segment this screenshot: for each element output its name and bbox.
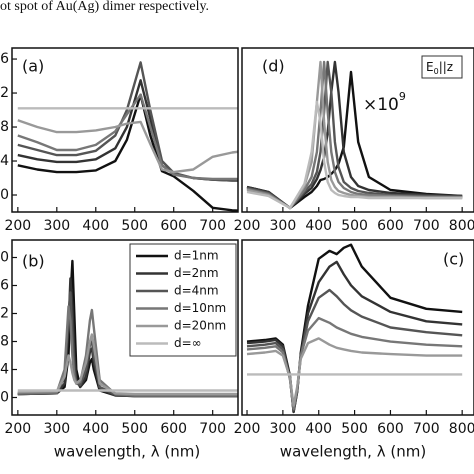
x-tick-label: 400: [305, 218, 332, 234]
curves: [246, 60, 463, 210]
line-series: [246, 100, 463, 210]
y-tick-label: 4: [0, 153, 9, 169]
x-tick-label: 200: [4, 421, 31, 437]
annotation: ×109: [363, 90, 406, 115]
panel-label: (a): [22, 57, 44, 76]
line-series: [246, 316, 463, 410]
x-tick-label: 600: [160, 218, 187, 234]
y-tick-label: 0: [0, 187, 9, 203]
line-series: [17, 333, 238, 396]
annotation-base: ×10: [363, 95, 399, 115]
y-tick-label: 8: [0, 119, 9, 135]
x-tick-label: 200: [234, 421, 261, 437]
line-series: [246, 60, 463, 210]
x-tick-label: 800: [449, 218, 474, 234]
x-tick-label: 300: [43, 421, 70, 437]
panel: 200 300 400 500 600 700 800 (d) ×109 E0||z: [234, 47, 474, 234]
x-tick-label: 700: [199, 218, 226, 234]
y-tick-label: 12: [0, 85, 9, 101]
legend-box: [129, 243, 237, 357]
field-subscript: 0: [434, 67, 439, 76]
x-tick-label: 700: [199, 421, 226, 437]
field-symbol: E: [426, 60, 434, 74]
x-tick-label: 600: [377, 218, 404, 234]
curves: [246, 243, 463, 414]
field-box: [421, 55, 463, 79]
x-tick-label: 200: [4, 218, 31, 234]
x-tick-label: 400: [82, 218, 109, 234]
x-axis-title: wavelength, λ (nm): [54, 443, 200, 461]
curves: [17, 61, 238, 212]
panel-label: (c): [443, 250, 464, 269]
legend-label: d=∞: [174, 336, 202, 350]
plot-frame: [11, 47, 239, 213]
x-tick-label: 800: [449, 421, 474, 437]
legend-label: d=10nm: [174, 301, 226, 315]
y-tick-label: 12: [0, 306, 9, 322]
plot-frame: [241, 239, 474, 416]
field-label: E0||z: [426, 60, 453, 76]
panel-label: (b): [22, 252, 45, 271]
panel-label: (d): [262, 57, 285, 76]
panel: 200 300 400 500 600 700 0 4 8 12 16 (a): [0, 47, 239, 234]
line-series: [246, 60, 463, 210]
legend-label: d=20nm: [174, 319, 226, 333]
line-series: [246, 288, 463, 412]
panel: 200 300 400 500 600 700 800 (c) wavelength, λ (n…: [234, 239, 474, 461]
y-tick-label: 8: [0, 334, 9, 350]
x-axis-title: wavelength, λ (nm): [280, 443, 426, 461]
line-series: [246, 337, 463, 407]
x-tick-label: 400: [82, 421, 109, 437]
x-tick-label: 500: [341, 421, 368, 437]
line-series: [246, 260, 463, 414]
plot-frame: [241, 47, 474, 213]
x-tick-label: 500: [341, 218, 368, 234]
caption: ot spot of Au(Ag) dimer respectively.: [0, 0, 209, 14]
x-tick-label: 200: [234, 218, 261, 234]
y-tick-label: 16: [0, 51, 9, 67]
field-direction: ||z: [439, 60, 453, 74]
y-tick-label: 16: [0, 278, 9, 294]
x-tick-label: 700: [413, 218, 440, 234]
legend-label: d=4nm: [174, 284, 219, 298]
curves: [17, 259, 238, 398]
legend-label: d=1nm: [174, 249, 219, 263]
panel: 200 300 400 500 600 700 0 4 8 12 16 20 (b) wavelength…: [0, 239, 239, 461]
legend-label: d=2nm: [174, 266, 219, 280]
y-tick-label: 20: [0, 250, 9, 266]
line-series: [246, 60, 463, 210]
x-tick-label: 300: [43, 218, 70, 234]
line-series: [17, 119, 238, 174]
line-series: [246, 243, 463, 414]
x-tick-label: 500: [121, 421, 148, 437]
line-series: [17, 93, 238, 181]
x-tick-label: 600: [377, 421, 404, 437]
plot-frame: [11, 239, 239, 416]
x-tick-label: 600: [160, 421, 187, 437]
annotation-exponent: 9: [399, 90, 406, 103]
x-tick-label: 300: [270, 421, 297, 437]
x-tick-label: 700: [413, 421, 440, 437]
x-tick-label: 400: [305, 421, 332, 437]
x-tick-label: 500: [121, 218, 148, 234]
line-series: [246, 60, 463, 210]
x-tick-label: 300: [270, 218, 297, 234]
y-tick-label: 0: [0, 390, 9, 406]
line-series: [246, 70, 463, 210]
y-tick-label: 4: [0, 362, 9, 378]
